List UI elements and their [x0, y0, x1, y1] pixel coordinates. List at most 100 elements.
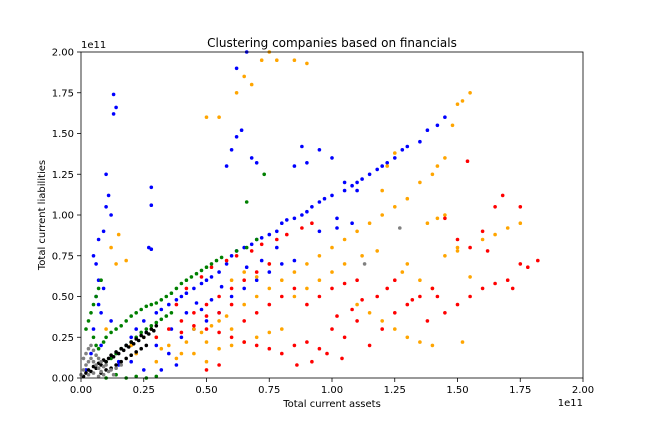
data-point-s4-20 — [131, 342, 136, 346]
data-point-s3-2 — [89, 311, 93, 315]
data-point-s3-5 — [96, 286, 101, 291]
data-point-s3-3 — [91, 302, 96, 307]
data-point-s1-46 — [468, 275, 472, 279]
data-point-s2-47 — [393, 278, 397, 283]
data-point-s1-66 — [292, 58, 297, 62]
data-point-s2-9 — [267, 262, 272, 266]
data-point-s0-39 — [229, 254, 234, 258]
data-point-s1-11 — [192, 327, 196, 331]
data-point-s4-33 — [114, 363, 118, 367]
data-point-s1-90 — [267, 330, 272, 335]
data-point-s2-54 — [305, 302, 309, 307]
data-point-s2-34 — [505, 278, 510, 283]
data-point-s2-44 — [435, 294, 440, 299]
x-tick-label: 0.50 — [195, 385, 217, 396]
data-point-s0-98 — [254, 278, 259, 283]
data-point-s1-42 — [418, 278, 422, 283]
data-point-s1-98 — [209, 324, 214, 328]
data-point-s1-4 — [124, 258, 128, 263]
data-point-s0-117 — [101, 286, 106, 291]
y-axis-label: Total current liabilities — [37, 160, 48, 271]
data-point-s3-1 — [86, 319, 91, 323]
data-point-s1-58 — [460, 340, 465, 344]
data-point-s1-45 — [455, 249, 460, 253]
y-tick-label: 1.50 — [52, 129, 74, 140]
data-point-s0-34 — [199, 281, 204, 286]
data-point-s3-48 — [144, 327, 149, 331]
y-tick-label: 1.75 — [52, 88, 74, 99]
data-point-s0-64 — [385, 161, 390, 165]
data-point-s1-60 — [217, 115, 221, 119]
data-point-s2-71 — [249, 249, 254, 253]
data-point-s1-85 — [204, 359, 209, 364]
data-point-s3-17 — [134, 311, 138, 315]
data-point-s5-1 — [81, 368, 86, 372]
data-point-s2-46 — [410, 298, 415, 302]
data-point-s0-30 — [174, 298, 179, 302]
data-point-s0-118 — [91, 254, 96, 258]
data-point-s0-45 — [267, 232, 272, 237]
data-point-s0-42 — [249, 242, 254, 247]
data-point-s2-86 — [310, 359, 314, 364]
data-point-s3-21 — [154, 301, 159, 305]
data-point-s5-7 — [96, 366, 101, 371]
data-point-s1-26 — [380, 213, 385, 217]
data-point-s1-49 — [505, 226, 510, 230]
data-point-s2-39 — [493, 205, 497, 209]
data-point-s0-38 — [224, 262, 229, 266]
data-point-s1-50 — [518, 221, 523, 225]
data-point-s0-80 — [305, 161, 309, 165]
data-point-s1-40 — [400, 270, 405, 274]
data-point-s3-57 — [134, 374, 138, 379]
data-point-s2-58 — [254, 311, 259, 315]
data-point-s0-57 — [342, 188, 347, 193]
data-point-s1-1 — [109, 245, 113, 250]
y-tick-label: 0.25 — [52, 333, 74, 344]
data-point-s1-79 — [375, 249, 380, 253]
data-point-s5-24 — [96, 374, 101, 379]
data-point-s0-82 — [330, 156, 334, 160]
data-point-s0-113 — [259, 258, 264, 263]
data-point-s2-68 — [209, 265, 214, 270]
data-point-s0-9 — [101, 229, 106, 234]
data-point-s2-59 — [242, 319, 246, 323]
data-point-s1-54 — [393, 327, 397, 331]
data-point-s1-67 — [305, 61, 309, 66]
y-tick-label: 2.00 — [52, 48, 74, 59]
data-point-s2-13 — [242, 340, 246, 344]
data-point-s1-71 — [254, 275, 259, 279]
data-point-s2-30 — [455, 302, 460, 307]
data-point-s2-31 — [468, 294, 472, 299]
data-point-s5-23 — [91, 371, 96, 375]
data-point-s5-16 — [96, 356, 101, 361]
data-point-s3-26 — [179, 281, 184, 286]
data-point-s0-83 — [342, 180, 347, 185]
data-point-s5-27 — [111, 372, 116, 377]
data-point-s0-17 — [109, 319, 113, 323]
data-point-s0-2 — [91, 327, 96, 331]
data-point-s2-40 — [500, 193, 505, 198]
data-point-s3-15 — [124, 319, 128, 323]
x-tick-label: 0.25 — [133, 385, 155, 396]
data-point-s0-107 — [234, 66, 239, 71]
data-point-s3-4 — [94, 294, 98, 299]
data-point-s3-22 — [159, 298, 164, 302]
data-point-s2-57 — [267, 302, 272, 307]
data-point-s0-96 — [229, 294, 234, 299]
data-point-s1-61 — [234, 91, 239, 95]
data-point-s0-69 — [425, 128, 430, 132]
data-point-s4-36 — [129, 353, 133, 358]
data-point-s4-12 — [111, 355, 116, 359]
data-point-s5-25 — [101, 364, 106, 369]
data-point-s3-7 — [91, 335, 96, 340]
data-point-s2-23 — [367, 343, 372, 348]
data-point-s0-81 — [317, 148, 322, 152]
data-point-s1-59 — [204, 115, 209, 119]
data-point-s4-39 — [144, 343, 149, 348]
data-point-s0-73 — [229, 148, 234, 152]
data-point-s0-54 — [322, 196, 327, 201]
data-point-s2-53 — [317, 294, 322, 299]
data-point-s1-36 — [468, 91, 472, 95]
data-point-s2-22 — [355, 319, 359, 323]
data-point-s3-30 — [199, 268, 204, 273]
